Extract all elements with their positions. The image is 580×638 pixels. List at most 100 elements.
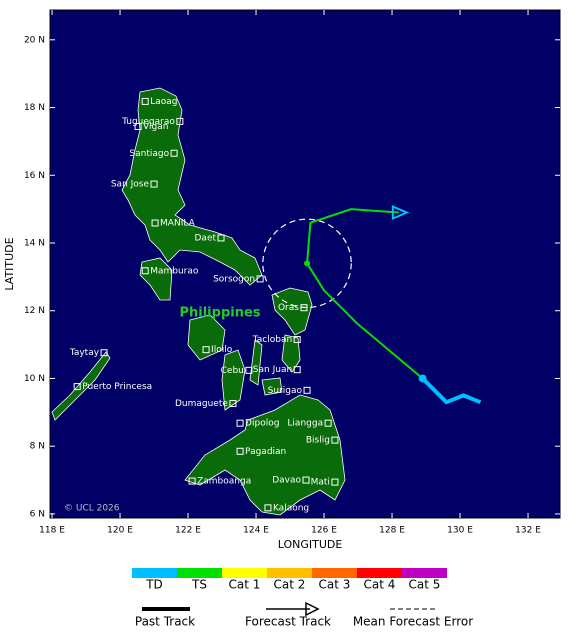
y-tick-label: 14 N — [24, 239, 45, 249]
legend-label: TS — [191, 578, 207, 592]
x-axis-label: LONGITUDE — [278, 538, 343, 551]
city-label: Puerto Princesa — [82, 382, 152, 392]
forecast-arrow — [391, 205, 410, 221]
city-marker — [331, 436, 339, 444]
city-marker — [202, 346, 210, 354]
legend-label: Cat 2 — [274, 578, 306, 592]
city-label: Mamburao — [150, 266, 199, 276]
x-tick-label: 126 E — [311, 526, 337, 536]
city-marker — [302, 476, 310, 484]
country-label: Philippines — [179, 306, 260, 321]
leyte — [281, 334, 301, 373]
cebu — [249, 339, 263, 386]
city-marker — [217, 234, 225, 242]
x-tick-label: 118 E — [39, 526, 65, 536]
error-circle — [262, 218, 352, 309]
city-marker — [236, 419, 244, 427]
city-marker — [141, 97, 149, 105]
y-tick-label: 10 N — [24, 374, 45, 384]
city-label: Tuguegarao — [121, 117, 175, 127]
x-tick-label: 124 E — [243, 526, 269, 536]
city-marker — [150, 180, 158, 188]
x-tick-label: 132 E — [515, 526, 541, 536]
city-label: Surigao — [268, 386, 303, 396]
y-tick-label: 16 N — [24, 171, 45, 181]
city-marker — [324, 419, 332, 427]
y-tick-label: 6 N — [30, 509, 45, 519]
city-marker — [141, 267, 149, 275]
past-track — [421, 377, 482, 405]
legend-label: Past Track — [135, 615, 195, 629]
legend-label: Mean Forecast Error — [353, 615, 473, 629]
city-label: Davao — [272, 476, 301, 486]
city-marker — [151, 219, 159, 227]
city-marker — [293, 366, 301, 374]
legend: Past Track Forecast Track Mean Forecast … — [135, 601, 473, 629]
city-marker — [303, 386, 311, 394]
legend-swatch — [132, 568, 177, 578]
city-label: Zamboanga — [197, 477, 251, 487]
legend-swatch — [312, 568, 357, 578]
city-label: Mati — [311, 478, 330, 488]
city-marker — [134, 123, 142, 131]
city-marker — [245, 366, 253, 374]
legend-label: Cat 4 — [364, 578, 396, 592]
legend-swatch — [222, 568, 267, 578]
y-axis-label: LATITUDE — [3, 237, 16, 290]
city-label: Dipolog — [245, 419, 279, 429]
city-label: Sorsogon — [213, 274, 255, 284]
city-label: Iloilo — [211, 345, 233, 355]
land — [51, 87, 346, 516]
city-marker — [264, 504, 272, 512]
city-label: Pagadian — [245, 447, 286, 457]
city-label: MANILA — [160, 219, 196, 229]
x-tick-label: 120 E — [107, 526, 133, 536]
city-marker — [176, 117, 184, 125]
palawan — [51, 351, 111, 421]
legend-label: Cat 5 — [409, 578, 441, 592]
y-tick-label: 8 N — [30, 442, 45, 452]
y-tick-label: 20 N — [24, 35, 45, 45]
city-label: Taytay — [69, 348, 100, 358]
legend-swatch — [267, 568, 312, 578]
city-label: Kalaong — [273, 503, 309, 513]
city-label: Cebu — [221, 366, 244, 376]
y-tick-label: 12 N — [24, 306, 45, 316]
x-tick-label: 122 E — [175, 526, 201, 536]
x-tick-label: 130 E — [447, 526, 473, 536]
city-label: Bislig — [306, 436, 330, 446]
mindanao — [184, 394, 346, 516]
city-marker — [331, 478, 339, 486]
legend-label: Cat 3 — [319, 578, 351, 592]
legend-label: Cat 1 — [229, 578, 261, 592]
legend-swatch — [357, 568, 402, 578]
y-tick-label: 18 N — [24, 103, 45, 113]
city-marker — [256, 275, 264, 283]
city-label: Laoag — [150, 97, 177, 107]
legend-label: Forecast Track — [245, 615, 331, 629]
city-label: Oras — [278, 303, 299, 313]
city-marker — [188, 477, 196, 485]
negros — [221, 349, 246, 411]
forecast-point — [304, 260, 311, 267]
arrow-head — [305, 601, 320, 617]
city-label: San Jose — [111, 180, 150, 190]
city-marker — [229, 400, 237, 408]
legend-swatch — [402, 568, 447, 578]
current-position — [418, 374, 427, 383]
city-label: San Juan — [253, 365, 292, 375]
city-label: Liangga — [287, 419, 323, 429]
city-label: Dumaguete — [175, 399, 228, 409]
city-label: Daet — [195, 233, 217, 243]
legend-swatch — [177, 568, 222, 578]
city-label: Santiago — [129, 149, 169, 159]
luzon — [121, 87, 263, 286]
city-marker — [100, 349, 108, 357]
city-label: Vigan — [143, 122, 168, 132]
city-marker — [73, 383, 81, 391]
bohol — [261, 377, 283, 396]
panay — [187, 314, 226, 361]
city-marker — [236, 447, 244, 455]
city-marker — [293, 336, 301, 344]
